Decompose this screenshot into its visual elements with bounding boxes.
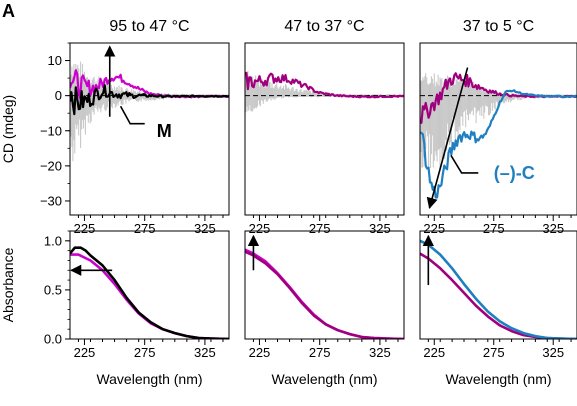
plot-area xyxy=(420,239,577,339)
x-tick-label: 325 xyxy=(194,221,216,236)
series-line-1 xyxy=(70,84,229,116)
x-tick-label: 275 xyxy=(483,345,505,360)
annotation-label: M xyxy=(157,121,172,141)
x-tick-label: 275 xyxy=(309,345,331,360)
chart-title: 47 to 37 °C xyxy=(284,18,364,35)
x-tick-label: 275 xyxy=(309,221,331,236)
x-tick-label: 225 xyxy=(74,221,96,236)
chart-title: 95 to 47 °C xyxy=(109,18,189,35)
annotation-leader xyxy=(119,105,145,125)
y-tick-label: 0.5 xyxy=(44,282,62,297)
y-tick-label: 0 xyxy=(55,88,62,103)
y-tick-label: 1.0 xyxy=(44,233,62,248)
y-tick-label: −30 xyxy=(40,193,62,208)
plot-frame xyxy=(69,230,230,340)
y-tick-label: 0.0 xyxy=(44,332,62,347)
plot-frame xyxy=(419,230,577,340)
plot-frame xyxy=(419,42,577,216)
panel-label: A xyxy=(2,1,15,21)
x-tick-label: 225 xyxy=(249,345,271,360)
series-line-1 xyxy=(70,246,229,339)
plot-area xyxy=(245,248,404,339)
chart-abs-37-5: 225 275 325 Wavelength (nm) xyxy=(419,230,577,387)
chart-abs-47-37: 225 275 325 Wavelength (nm) xyxy=(244,230,405,387)
x-tick-label: 225 xyxy=(249,221,271,236)
series-line-1 xyxy=(420,239,577,339)
x-tick-label: 325 xyxy=(194,345,216,360)
chart-abs-95-47: 225 275 325 1.0 0.5 0.0 Wavelength (nm) Absorba… xyxy=(0,230,230,387)
x-tick-label: 225 xyxy=(423,221,445,236)
chart-cd-95-47: 225 275 325 10 0 −10 −20 −30 95 to 47 °C CD (mdeg… xyxy=(0,18,230,236)
noise-band xyxy=(70,61,229,162)
chart-title: 37 to 5 °C xyxy=(463,18,534,35)
plot-area xyxy=(245,70,404,120)
series-line-0 xyxy=(245,71,404,99)
y-tick-label: 10 xyxy=(48,53,62,68)
x-tick-label: 275 xyxy=(483,221,505,236)
series-line-0 xyxy=(420,252,577,339)
x-tick-label: 275 xyxy=(134,345,156,360)
chart-cd-37-5: 225 275 325 37 to 5 °C (–)-C xyxy=(419,18,577,236)
plot-frame xyxy=(244,42,405,216)
x-tick-label: 325 xyxy=(369,221,391,236)
series-line-0 xyxy=(70,253,229,339)
x-tick-label: 325 xyxy=(369,345,391,360)
series-line-1 xyxy=(420,89,577,199)
x-tick-label: 225 xyxy=(74,345,96,360)
x-tick-label: 225 xyxy=(423,345,445,360)
x-axis-label: Wavelength (nm) xyxy=(96,371,202,387)
y-tick-label: −20 xyxy=(40,158,62,173)
y-axis-label: Absorbance xyxy=(0,247,16,322)
annotation-leader xyxy=(450,154,479,174)
plot-frame xyxy=(69,42,230,216)
plot-area xyxy=(70,246,229,339)
plot-frame xyxy=(244,230,405,340)
trend-arrow xyxy=(426,67,469,210)
chart-cd-47-37: 225 275 325 47 to 37 °C xyxy=(244,18,405,236)
annotation-label: (–)-C xyxy=(494,163,535,183)
x-tick-label: 325 xyxy=(542,345,564,360)
y-axis-label: CD (mdeg) xyxy=(0,95,16,163)
x-axis-label: Wavelength (nm) xyxy=(445,371,551,387)
series-line-1 xyxy=(245,250,404,339)
y-tick-label: −10 xyxy=(40,123,62,138)
plot-area xyxy=(70,61,229,162)
x-tick-label: 275 xyxy=(134,221,156,236)
series-line-0 xyxy=(245,248,404,339)
x-axis-label: Wavelength (nm) xyxy=(271,371,377,387)
x-tick-label: 325 xyxy=(542,221,564,236)
